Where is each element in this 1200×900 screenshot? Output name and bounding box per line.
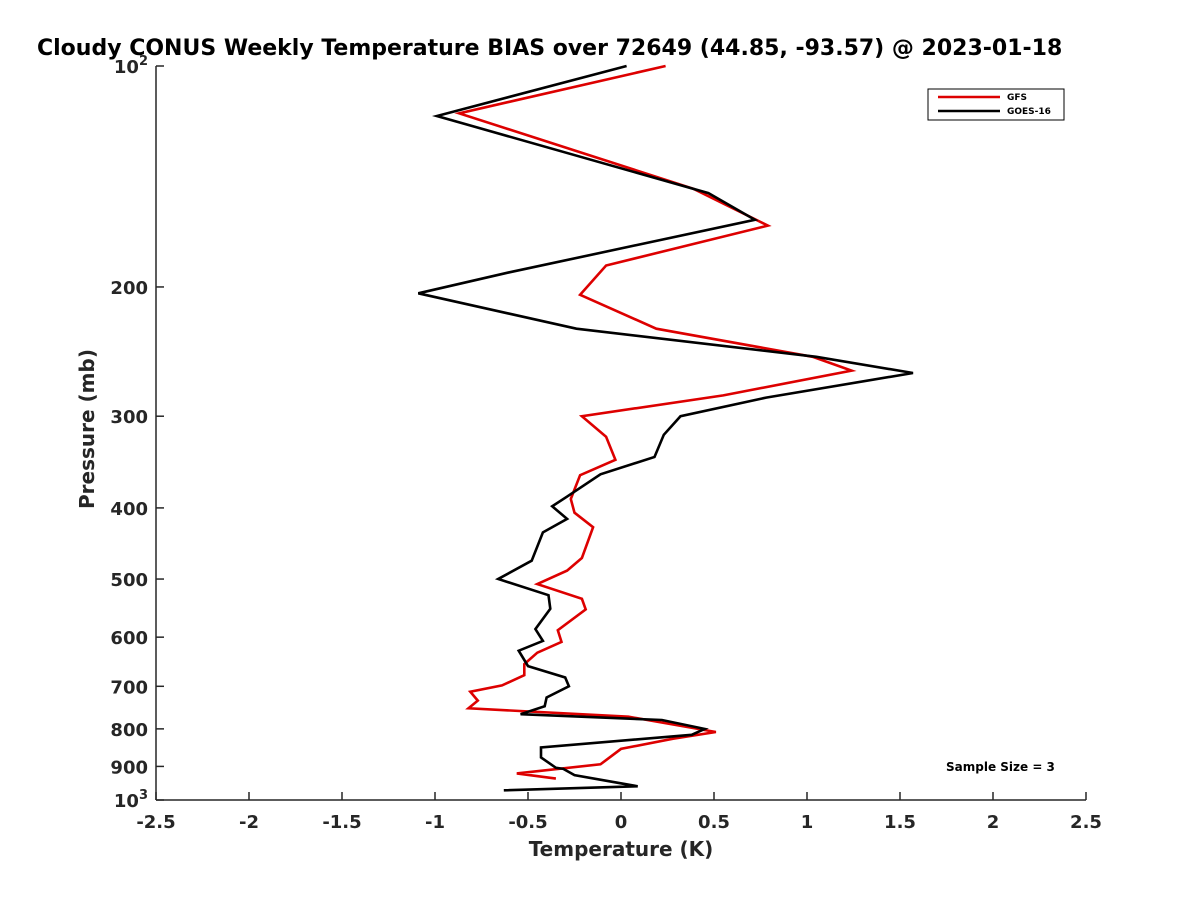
legend-box [927,88,1065,121]
y-tick-label: 300 [110,407,148,428]
y-tick-label-power: 103 [114,788,148,812]
x-tick-label: 0 [615,812,628,833]
y-axis-ticks: 200 300 400 500 600 700 800 900 102 103 [110,54,164,812]
y-axis-label: Pressure (mb) [75,349,99,509]
x-tick-label: -1 [425,812,445,833]
legend: GFS GOES-16 [927,88,1065,121]
x-tick-label: 0.5 [698,812,730,833]
x-tick-label: 1.5 [884,812,916,833]
x-tick-label: -2 [239,812,259,833]
x-axis-label: Temperature (K) [529,837,714,861]
sample-size-annotation: Sample Size = 3 [946,760,1055,774]
x-tick-label: 2 [987,812,1000,833]
x-tick-label: 1 [801,812,814,833]
y-tick-label: 200 [110,278,148,299]
x-tick-label: 2.5 [1070,812,1102,833]
x-tick-label: -2.5 [136,812,175,833]
x-tick-label: -1.5 [322,812,361,833]
y-tick-label: 800 [110,720,148,741]
y-tick-label: 700 [110,677,148,698]
chart-title: Cloudy CONUS Weekly Temperature BIAS ove… [37,36,1062,61]
x-tick-label: -0.5 [508,812,547,833]
y-tick-label-power: 102 [114,54,148,78]
series-group [418,64,914,792]
y-tick-label: 500 [110,570,148,591]
legend-label-gfs: GFS [1007,93,1027,103]
y-tick-label: 600 [110,628,148,649]
series-line-goes16 [418,64,914,792]
y-tick-label: 900 [110,757,148,778]
y-tick-label: 400 [110,499,148,520]
x-axis-ticks: -2.5 -2 -1.5 -1 -0.5 0 0.5 1 1.5 2 2.5 [136,792,1102,833]
plot-area: -2.5 -2 -1.5 -1 -0.5 0 0.5 1 1.5 2 2.5 200 300 400 50… [110,54,1102,833]
legend-label-goes16: GOES-16 [1007,107,1051,117]
series-line-gfs [454,64,857,780]
